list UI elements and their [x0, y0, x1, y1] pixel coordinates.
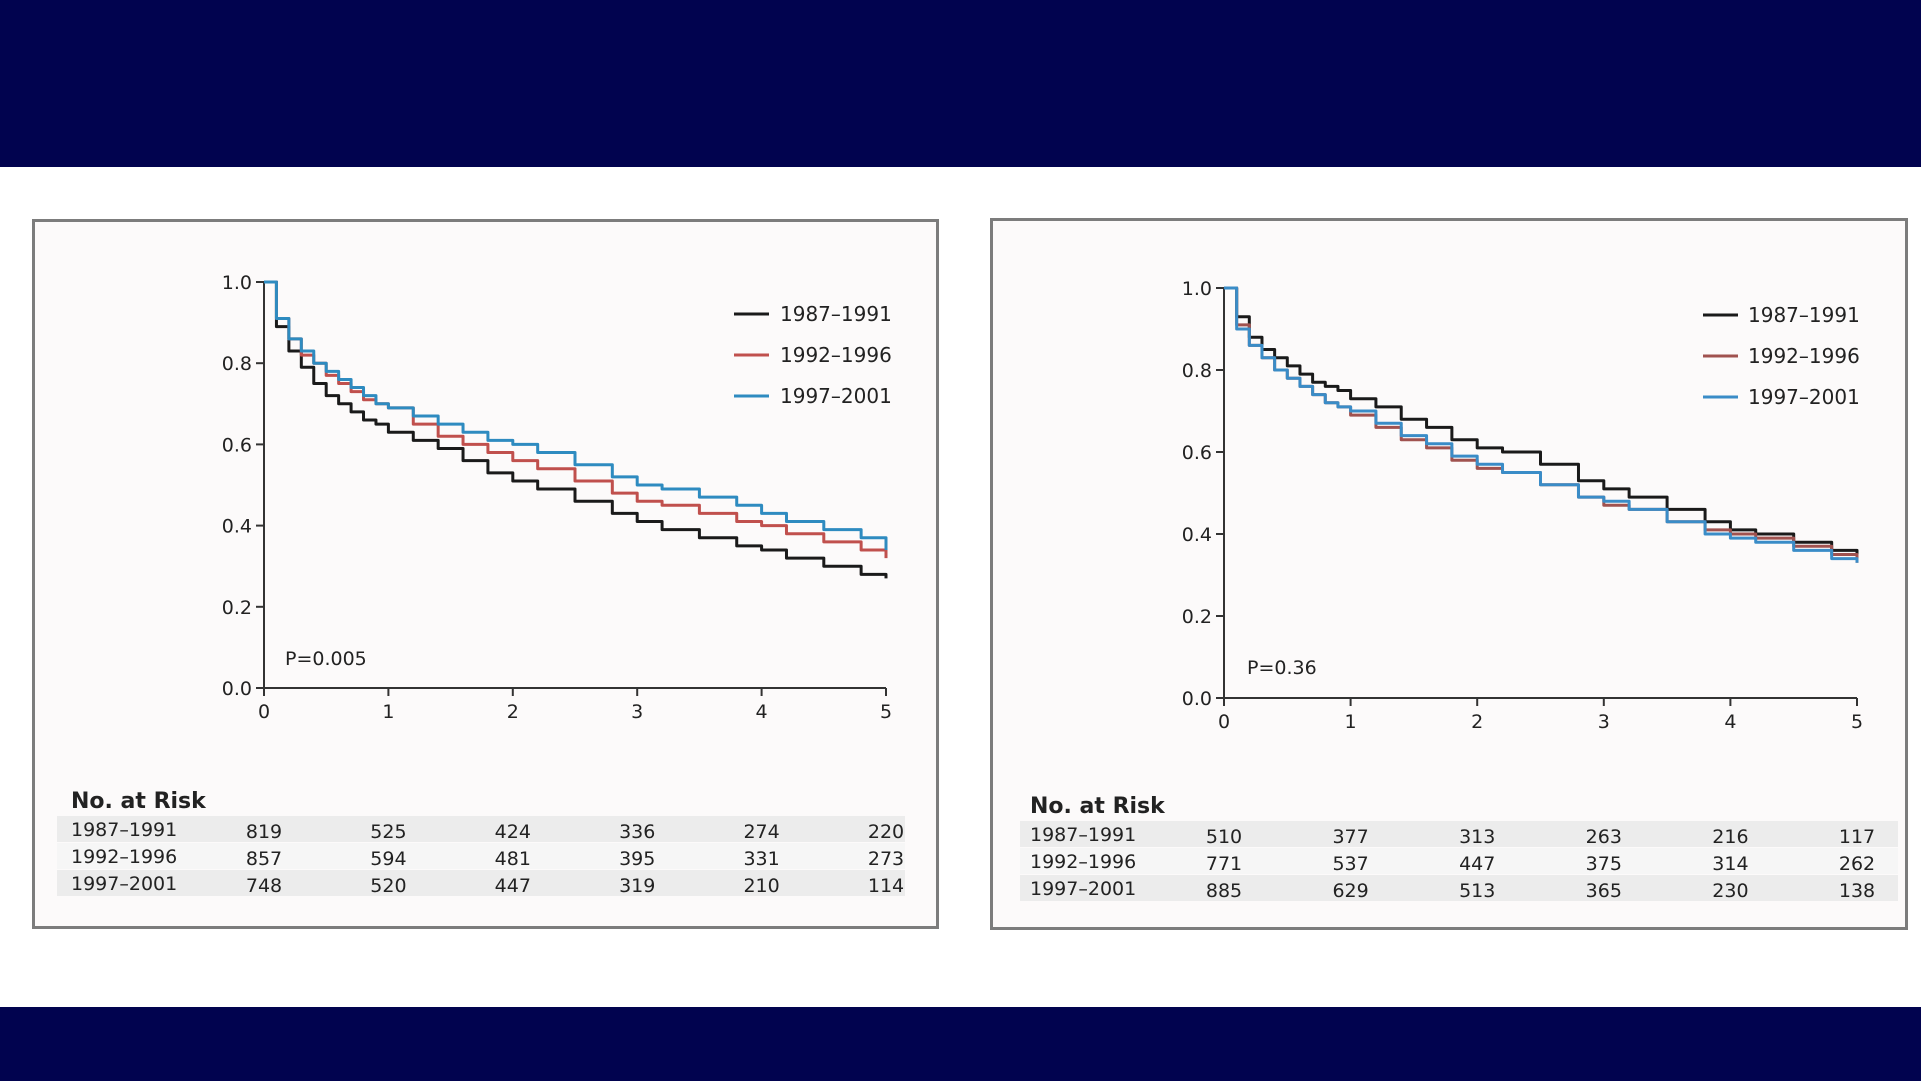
y-tick-label: 0.8: [222, 353, 252, 375]
risk-value: 424: [495, 821, 531, 843]
x-tick-label: 0: [258, 701, 270, 723]
risk-row-band: [57, 843, 905, 869]
risk-value: 313: [1459, 826, 1495, 848]
series-line-1: [1224, 286, 1859, 559]
series-line-1: [264, 280, 888, 579]
x-tick-label: 1: [382, 701, 394, 723]
risk-value: 513: [1459, 880, 1495, 902]
top-banner: [0, 0, 1921, 167]
y-tick-label: 0.4: [222, 516, 252, 538]
risk-value: 365: [1586, 880, 1622, 902]
risk-row-label: 1987–1991: [1030, 824, 1136, 846]
risk-value: 138: [1839, 880, 1875, 902]
risk-value: 331: [743, 848, 779, 870]
survival-chart-left: 0.0 0.2 0.4 0.6 0.8 1.0 0 1 2 3 4 5 1987–1991 1992–19…: [32, 219, 939, 929]
y-tick-label: 0.2: [222, 597, 252, 619]
legend-label: 1987–1991: [1748, 303, 1860, 327]
legend-label: 1992–1996: [1748, 344, 1860, 368]
x-tick-label: 1: [1345, 711, 1357, 733]
x-tick-label: 2: [1471, 711, 1483, 733]
x-tick-label: 3: [1598, 711, 1610, 733]
risk-row-label: 1992–1996: [71, 846, 177, 868]
risk-value: 447: [495, 875, 531, 897]
risk-row-band: [57, 816, 905, 842]
risk-value: 210: [743, 875, 779, 897]
risk-value: 230: [1712, 880, 1748, 902]
series-line-2: [1224, 286, 1859, 563]
y-tick-label: 1.0: [222, 272, 252, 294]
x-tick-label: 4: [756, 701, 768, 723]
legend-label: 1987–1991: [780, 302, 892, 326]
risk-value: 481: [495, 848, 531, 870]
y-tick-label: 1.0: [1182, 278, 1212, 300]
y-tick-label: 0.6: [222, 434, 252, 456]
y-tick-label: 0.6: [1182, 442, 1212, 464]
risk-value: 314: [1712, 853, 1748, 875]
risk-value: 447: [1459, 853, 1495, 875]
bottom-banner: [0, 1007, 1921, 1081]
survival-plot-right: 0.0 0.2 0.4 0.6 0.8 1.0 0 1 2 3 4 5 1987–1991 1992–19…: [1020, 278, 1898, 902]
x-tick-label: 3: [631, 701, 643, 723]
risk-value: 117: [1839, 826, 1875, 848]
risk-row-label: 1992–1996: [1030, 851, 1136, 873]
risk-value: 375: [1586, 853, 1622, 875]
x-tick-label: 4: [1724, 711, 1736, 733]
risk-value: 594: [370, 848, 406, 870]
x-tick-label: 2: [507, 701, 519, 723]
risk-value: 273: [868, 848, 904, 870]
risk-value: 885: [1206, 880, 1242, 902]
p-value-annotation: P=0.36: [1247, 657, 1317, 679]
legend-label: 1992–1996: [780, 343, 892, 367]
risk-row-band: [1020, 875, 1898, 901]
risk-value: 274: [743, 821, 779, 843]
risk-row-label: 1997–2001: [71, 873, 177, 895]
series-line-3: [1224, 286, 1859, 563]
risk-value: 395: [619, 848, 655, 870]
risk-value: 748: [246, 875, 282, 897]
risk-row-band: [1020, 821, 1898, 847]
y-tick-label: 0.4: [1182, 524, 1212, 546]
risk-value: 520: [370, 875, 406, 897]
risk-table-title: No. at Risk: [71, 789, 207, 814]
risk-value: 857: [246, 848, 282, 870]
risk-row-band: [57, 870, 905, 896]
x-tick-label: 0: [1218, 711, 1230, 733]
risk-table-title: No. at Risk: [1030, 794, 1166, 819]
risk-value: 510: [1206, 826, 1242, 848]
risk-value: 629: [1332, 880, 1368, 902]
risk-value: 263: [1586, 826, 1622, 848]
legend-label: 1997–2001: [780, 384, 892, 408]
risk-row-label: 1997–2001: [1030, 878, 1136, 900]
y-tick-label: 0.0: [1182, 688, 1212, 710]
y-tick-label: 0.0: [222, 678, 252, 700]
risk-value: 377: [1332, 826, 1368, 848]
p-value-annotation: P=0.005: [285, 648, 367, 670]
risk-value: 114: [868, 875, 904, 897]
series-line-3: [264, 280, 888, 550]
survival-plot-left: 0.0 0.2 0.4 0.6 0.8 1.0 0 1 2 3 4 5 1987–1991 1992–19…: [57, 272, 905, 897]
x-tick-label: 5: [1851, 711, 1863, 733]
risk-value: 537: [1332, 853, 1368, 875]
risk-row-label: 1987–1991: [71, 819, 177, 841]
x-tick-label: 5: [880, 701, 892, 723]
risk-row-band: [1020, 848, 1898, 874]
y-tick-label: 0.8: [1182, 360, 1212, 382]
survival-chart-right: 0.0 0.2 0.4 0.6 0.8 1.0 0 1 2 3 4 5 1987–1991 1992–19…: [990, 218, 1908, 930]
y-tick-label: 0.2: [1182, 606, 1212, 628]
risk-value: 319: [619, 875, 655, 897]
risk-value: 771: [1206, 853, 1242, 875]
risk-value: 819: [246, 821, 282, 843]
legend-label: 1997–2001: [1748, 385, 1860, 409]
risk-value: 262: [1839, 853, 1875, 875]
risk-value: 216: [1712, 826, 1748, 848]
risk-value: 525: [370, 821, 406, 843]
risk-value: 220: [868, 821, 904, 843]
risk-value: 336: [619, 821, 655, 843]
